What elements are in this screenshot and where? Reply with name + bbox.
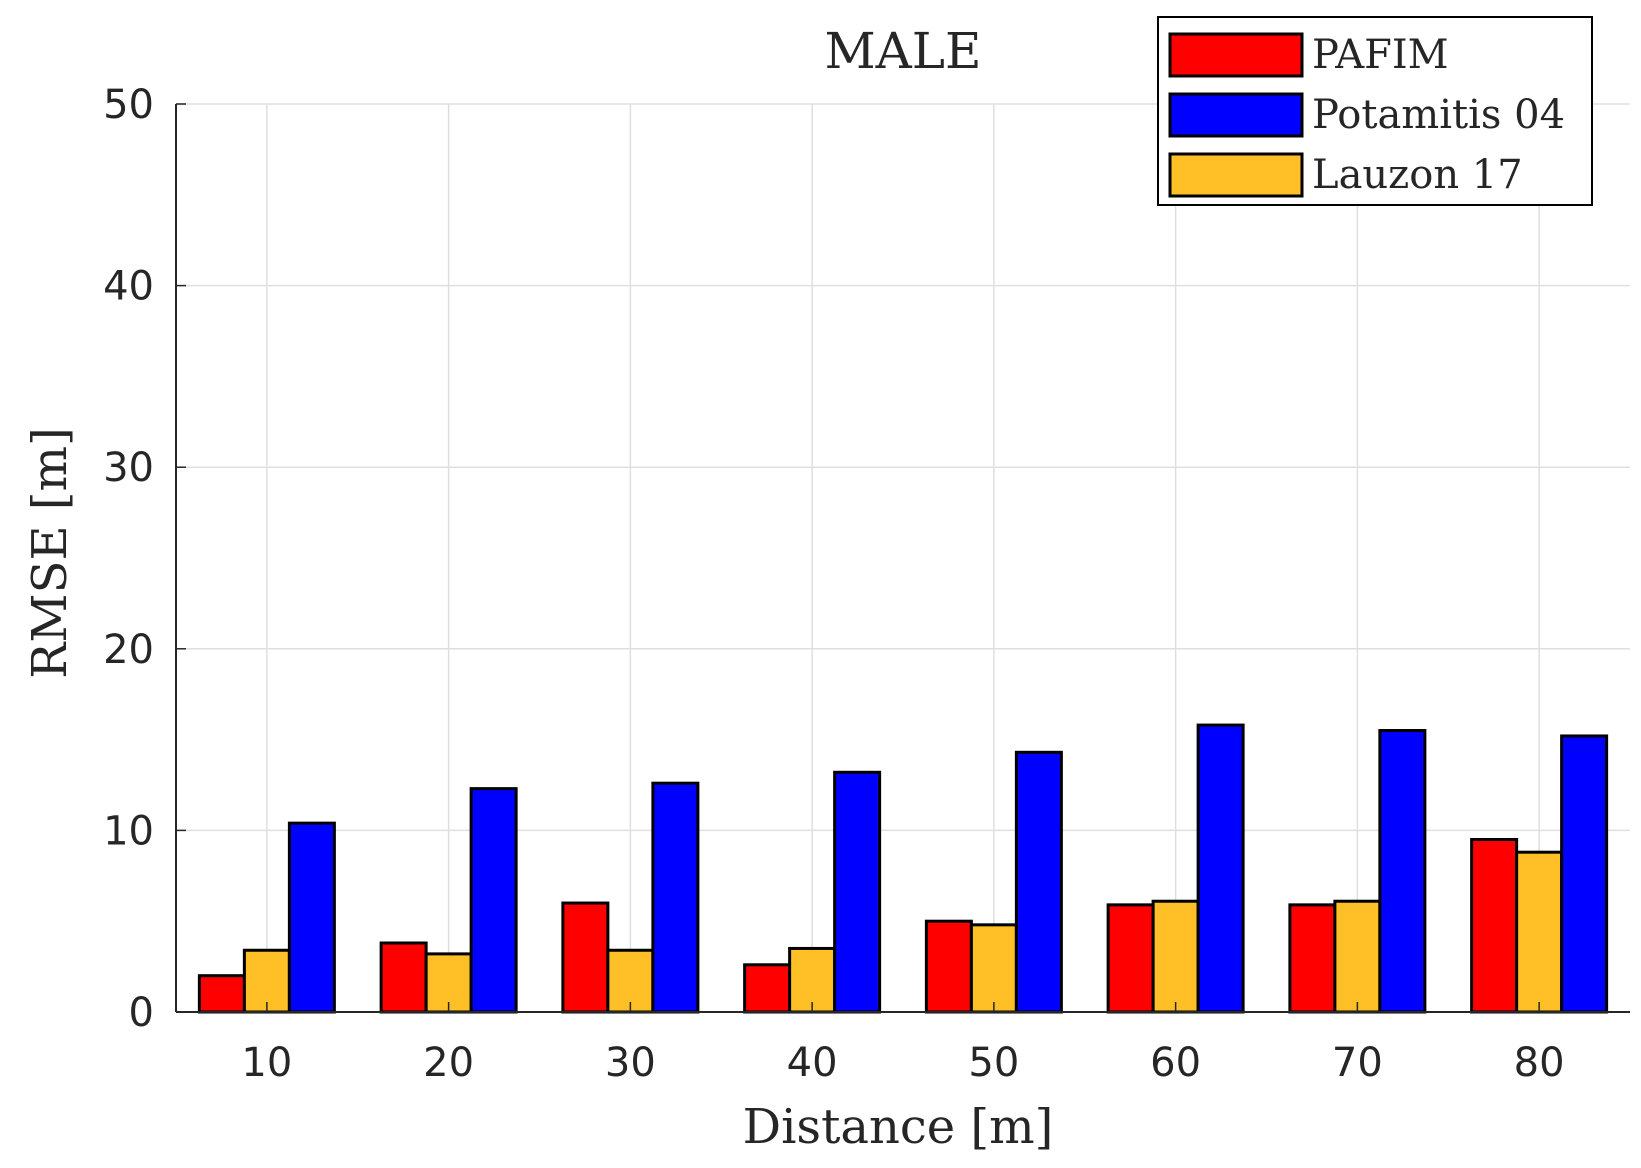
x-tick-label: 60 (1150, 1040, 1201, 1086)
x-tick-label: 40 (787, 1040, 838, 1086)
y-tick-label: 0 (129, 990, 154, 1036)
bar-lauzon-17 (1151, 899, 1200, 1014)
y-tick-label: 40 (103, 264, 154, 310)
legend-label: Potamitis 04 (1312, 92, 1565, 138)
axes (175, 103, 1630, 1013)
y-tick-label: 30 (103, 445, 154, 491)
bar-lauzon-17 (1515, 850, 1564, 1014)
x-tick-label: 70 (1332, 1040, 1383, 1086)
bar-pafim (743, 963, 792, 1014)
x-tick-label: 10 (241, 1040, 292, 1086)
bar-pafim (924, 919, 973, 1014)
y-tick-label: 50 (103, 82, 154, 128)
legend-label: PAFIM (1312, 32, 1449, 78)
tick-labels: 0 10 20 30 40 50 10 20 30 40 50 60 70 80 (103, 82, 1564, 1086)
x-tick-label: 30 (605, 1040, 656, 1086)
y-tick-label: 20 (103, 627, 154, 673)
x-tick-label: 80 (1514, 1040, 1565, 1086)
legend-swatch (1168, 92, 1304, 138)
bar-pafim (379, 941, 428, 1014)
legend: PAFIM Potamitis 04 Lauzon 17 (1157, 16, 1593, 206)
x-tick-label: 20 (423, 1040, 474, 1086)
bar-potamitis-04 (469, 787, 518, 1014)
legend-label: Lauzon 17 (1312, 152, 1523, 198)
bar-lauzon-17 (1333, 899, 1382, 1014)
bar-pafim (561, 901, 610, 1014)
bar-pafim (1288, 903, 1337, 1014)
legend-swatch (1168, 152, 1304, 198)
y-axis-title: RMSE [m] (22, 427, 78, 678)
x-tick-label: 50 (968, 1040, 1019, 1086)
bar-pafim (1470, 837, 1519, 1014)
y-tick-label: 10 (103, 808, 154, 854)
bar-potamitis-04 (1196, 723, 1245, 1014)
bar-potamitis-04 (833, 770, 882, 1014)
x-axis-title: Distance [m] (743, 1099, 1054, 1155)
bar-potamitis-04 (287, 821, 336, 1014)
bar-potamitis-04 (1014, 750, 1063, 1014)
bar-potamitis-04 (1560, 734, 1609, 1014)
legend-swatch (1168, 32, 1304, 78)
chart-title: MALE (824, 22, 981, 80)
bar-potamitis-04 (651, 781, 700, 1014)
bars (197, 723, 1609, 1014)
bar-lauzon-17 (969, 923, 1018, 1014)
bar-potamitis-04 (1378, 729, 1427, 1014)
bar-pafim (1106, 903, 1155, 1014)
bar-pafim (197, 974, 246, 1014)
